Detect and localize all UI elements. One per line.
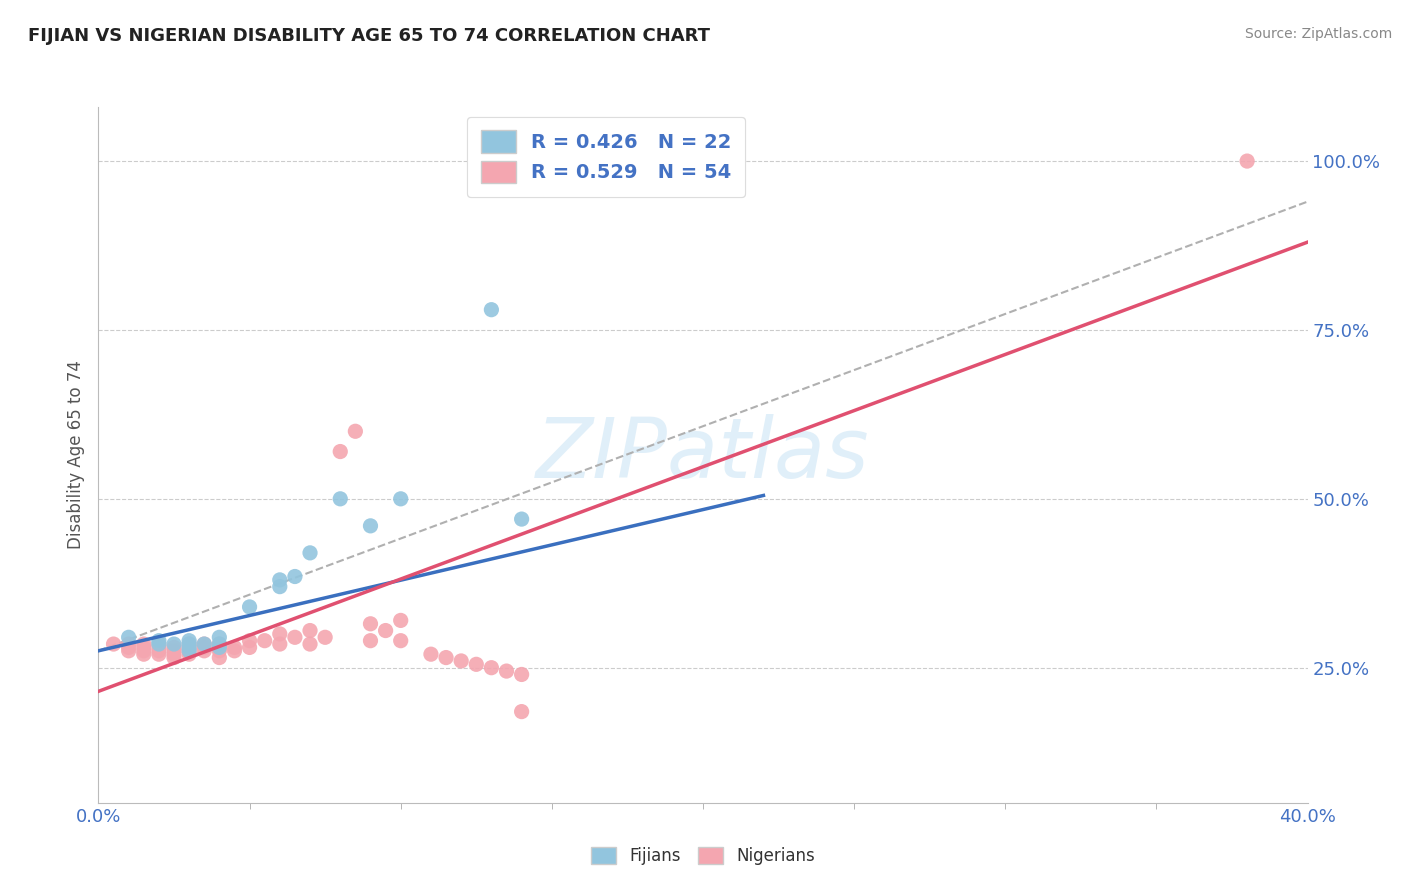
Point [389,633,412,648]
Point [163,647,186,661]
Point [269,573,291,587]
Point [299,546,322,560]
Point [179,633,201,648]
Point [148,640,170,655]
Point [179,640,201,655]
Point [465,657,488,672]
Point [208,637,231,651]
Point [148,633,170,648]
Point [148,637,170,651]
Point [224,644,246,658]
Point [344,424,367,438]
Point [179,644,201,658]
Point [179,640,201,655]
Point [269,637,291,651]
Point [374,624,396,638]
Point [193,640,215,655]
Point [495,664,517,678]
Point [269,627,291,641]
Point [208,640,231,655]
Point [179,637,201,651]
Point [163,637,186,651]
Y-axis label: Disability Age 65 to 74: Disability Age 65 to 74 [66,360,84,549]
Point [481,661,503,675]
Point [224,640,246,655]
Point [360,633,382,648]
Point [208,640,231,655]
Point [118,644,141,658]
Point [510,667,533,681]
Point [239,599,262,614]
Point [208,650,231,665]
Point [299,624,322,638]
Point [132,647,155,661]
Point [163,640,186,655]
Point [481,302,503,317]
Point [239,633,262,648]
Point [208,637,231,651]
Point [434,650,457,665]
Point [510,512,533,526]
Legend: R = 0.426   N = 22, R = 0.529   N = 54: R = 0.426 N = 22, R = 0.529 N = 54 [467,117,745,196]
Point [329,491,352,506]
Point [510,705,533,719]
Point [239,640,262,655]
Point [118,630,141,644]
Point [193,637,215,651]
Point [329,444,352,458]
Point [284,630,307,644]
Point [163,644,186,658]
Point [148,647,170,661]
Legend: Fijians, Nigerians: Fijians, Nigerians [581,837,825,875]
Point [118,640,141,655]
Point [420,647,443,661]
Point [389,614,412,628]
Point [360,519,382,533]
Text: ZIPatlas: ZIPatlas [536,415,870,495]
Point [193,644,215,658]
Point [179,644,201,658]
Point [148,637,170,651]
Point [208,644,231,658]
Point [389,491,412,506]
Point [450,654,472,668]
Point [193,637,215,651]
Text: FIJIAN VS NIGERIAN DISABILITY AGE 65 TO 74 CORRELATION CHART: FIJIAN VS NIGERIAN DISABILITY AGE 65 TO … [28,27,710,45]
Point [132,640,155,655]
Point [284,569,307,583]
Point [253,633,276,648]
Point [208,630,231,644]
Point [118,637,141,651]
Point [1236,154,1258,169]
Point [132,637,155,651]
Point [163,650,186,665]
Text: Source: ZipAtlas.com: Source: ZipAtlas.com [1244,27,1392,41]
Point [103,637,125,651]
Point [314,630,336,644]
Point [132,644,155,658]
Point [360,616,382,631]
Point [179,637,201,651]
Point [299,637,322,651]
Point [269,580,291,594]
Point [179,647,201,661]
Point [148,644,170,658]
